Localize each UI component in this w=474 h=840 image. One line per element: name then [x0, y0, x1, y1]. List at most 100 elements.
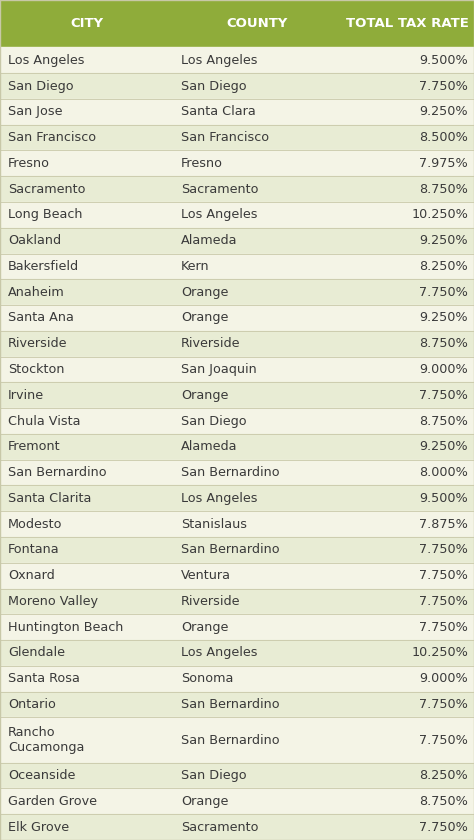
Text: Elk Grove: Elk Grove	[8, 821, 69, 833]
Text: 9.500%: 9.500%	[419, 492, 468, 505]
Text: 10.250%: 10.250%	[411, 647, 468, 659]
Bar	[0, 331, 474, 357]
Text: San Diego: San Diego	[8, 80, 73, 92]
Text: 9.250%: 9.250%	[419, 234, 468, 247]
Bar	[0, 202, 474, 228]
Text: 9.000%: 9.000%	[419, 672, 468, 685]
Text: Los Angeles: Los Angeles	[181, 492, 257, 505]
Text: 9.250%: 9.250%	[419, 440, 468, 454]
Text: 8.500%: 8.500%	[419, 131, 468, 144]
Text: San Diego: San Diego	[181, 769, 246, 782]
Text: 9.000%: 9.000%	[419, 363, 468, 376]
Bar	[0, 691, 474, 717]
Text: Riverside: Riverside	[181, 337, 240, 350]
Text: TOTAL TAX RATE: TOTAL TAX RATE	[346, 17, 469, 30]
Text: 8.750%: 8.750%	[419, 414, 468, 428]
Text: Oakland: Oakland	[8, 234, 61, 247]
Text: Sacramento: Sacramento	[8, 182, 85, 196]
Text: San Joaquin: San Joaquin	[181, 363, 257, 376]
Text: Ventura: Ventura	[181, 570, 231, 582]
Bar	[0, 763, 474, 789]
Bar	[0, 814, 474, 840]
Text: Alameda: Alameda	[181, 234, 237, 247]
Text: 10.250%: 10.250%	[411, 208, 468, 222]
Text: Santa Clara: Santa Clara	[181, 105, 256, 118]
Text: Fresno: Fresno	[8, 157, 50, 170]
Text: Riverside: Riverside	[8, 337, 67, 350]
Bar	[0, 124, 474, 150]
Text: 9.250%: 9.250%	[419, 105, 468, 118]
Bar	[0, 47, 474, 73]
Text: 7.750%: 7.750%	[419, 286, 468, 299]
Text: 8.250%: 8.250%	[419, 769, 468, 782]
Text: Los Angeles: Los Angeles	[181, 54, 257, 67]
Text: 7.750%: 7.750%	[419, 733, 468, 747]
Bar	[0, 666, 474, 691]
Text: Sacramento: Sacramento	[181, 821, 258, 833]
Text: 7.750%: 7.750%	[419, 698, 468, 711]
Text: 9.500%: 9.500%	[419, 54, 468, 67]
Text: San Bernardino: San Bernardino	[181, 543, 280, 556]
Text: Los Angeles: Los Angeles	[181, 208, 257, 222]
Text: Fresno: Fresno	[181, 157, 223, 170]
Text: 7.750%: 7.750%	[419, 389, 468, 402]
Text: 7.750%: 7.750%	[419, 80, 468, 92]
Text: Huntington Beach: Huntington Beach	[8, 621, 123, 633]
Bar	[0, 537, 474, 563]
Text: Los Angeles: Los Angeles	[181, 647, 257, 659]
Text: Stanislaus: Stanislaus	[181, 517, 247, 531]
Text: Sonoma: Sonoma	[181, 672, 233, 685]
Text: Santa Rosa: Santa Rosa	[8, 672, 80, 685]
Text: Santa Clarita: Santa Clarita	[8, 492, 91, 505]
Bar	[0, 434, 474, 459]
Text: Orange: Orange	[181, 621, 228, 633]
Text: Chula Vista: Chula Vista	[8, 414, 81, 428]
Text: Los Angeles: Los Angeles	[8, 54, 84, 67]
Text: Fremont: Fremont	[8, 440, 61, 454]
Text: 7.750%: 7.750%	[419, 821, 468, 833]
Text: San Bernardino: San Bernardino	[181, 698, 280, 711]
Text: Santa Ana: Santa Ana	[8, 312, 74, 324]
Text: San Diego: San Diego	[181, 414, 246, 428]
Text: Bakersfield: Bakersfield	[8, 260, 79, 273]
Bar	[0, 486, 474, 512]
Text: Anaheim: Anaheim	[8, 286, 65, 299]
Text: Kern: Kern	[181, 260, 210, 273]
Bar	[0, 589, 474, 614]
Bar	[0, 563, 474, 589]
Text: San Francisco: San Francisco	[181, 131, 269, 144]
Bar	[0, 280, 474, 305]
Text: San Bernardino: San Bernardino	[8, 466, 107, 479]
Bar	[0, 150, 474, 176]
Text: COUNTY: COUNTY	[227, 17, 288, 30]
Bar	[0, 640, 474, 666]
Text: 7.975%: 7.975%	[419, 157, 468, 170]
Bar	[0, 73, 474, 99]
Text: Long Beach: Long Beach	[8, 208, 82, 222]
Text: Garden Grove: Garden Grove	[8, 795, 97, 808]
Bar	[0, 0, 474, 47]
Text: Alameda: Alameda	[181, 440, 237, 454]
Text: Glendale: Glendale	[8, 647, 65, 659]
Text: Rancho
Cucamonga: Rancho Cucamonga	[8, 726, 84, 754]
Text: 7.875%: 7.875%	[419, 517, 468, 531]
Text: Moreno Valley: Moreno Valley	[8, 595, 98, 608]
Text: 7.750%: 7.750%	[419, 621, 468, 633]
Text: CITY: CITY	[70, 17, 103, 30]
Text: San Bernardino: San Bernardino	[181, 733, 280, 747]
Bar	[0, 789, 474, 814]
Text: 8.250%: 8.250%	[419, 260, 468, 273]
Bar	[0, 512, 474, 537]
Text: Modesto: Modesto	[8, 517, 63, 531]
Text: Orange: Orange	[181, 389, 228, 402]
Text: 8.750%: 8.750%	[419, 795, 468, 808]
Text: Sacramento: Sacramento	[181, 182, 258, 196]
Text: 9.250%: 9.250%	[419, 312, 468, 324]
Text: Oceanside: Oceanside	[8, 769, 75, 782]
Text: Irvine: Irvine	[8, 389, 44, 402]
Bar	[0, 99, 474, 124]
Text: San Jose: San Jose	[8, 105, 63, 118]
Bar	[0, 305, 474, 331]
Text: San Francisco: San Francisco	[8, 131, 96, 144]
Text: Orange: Orange	[181, 286, 228, 299]
